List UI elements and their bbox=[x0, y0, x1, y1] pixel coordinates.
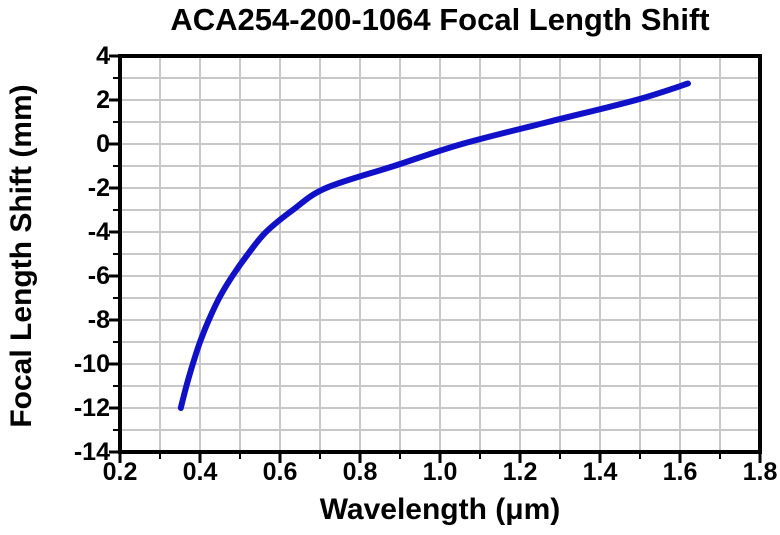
y-tick-label: -14 bbox=[73, 438, 110, 466]
x-tick-label: 1.0 bbox=[422, 458, 458, 486]
y-tick-label: -4 bbox=[87, 218, 110, 246]
x-tick-label: 1.8 bbox=[742, 458, 778, 486]
chart-title: ACA254-200-1064 Focal Length Shift bbox=[170, 2, 710, 37]
focal-shift-curve bbox=[177, 80, 691, 411]
plot-frame bbox=[118, 54, 762, 454]
x-tick-label: 0.8 bbox=[342, 458, 378, 486]
y-tick-label: -12 bbox=[73, 394, 110, 422]
axis-ticks bbox=[109, 54, 762, 463]
x-tick-label: 1.6 bbox=[662, 458, 698, 486]
y-tick-label: -6 bbox=[87, 262, 110, 290]
x-axis-label: Wavelength (μm) bbox=[319, 493, 561, 526]
y-tick-label: -8 bbox=[87, 306, 110, 334]
y-tick-label: 0 bbox=[96, 130, 110, 158]
x-tick-label: 0.4 bbox=[182, 458, 218, 486]
x-tick-label: 1.4 bbox=[582, 458, 618, 486]
gridlines bbox=[120, 56, 760, 452]
y-tick-label: -10 bbox=[73, 350, 110, 378]
x-tick-label: 0.6 bbox=[262, 458, 298, 486]
x-tick-label: 1.2 bbox=[502, 458, 538, 486]
y-tick-label: 2 bbox=[96, 86, 110, 114]
y-tick-label: 4 bbox=[96, 42, 110, 70]
x-tick-label: 0.2 bbox=[102, 458, 138, 486]
y-tick-label: -2 bbox=[87, 174, 110, 202]
